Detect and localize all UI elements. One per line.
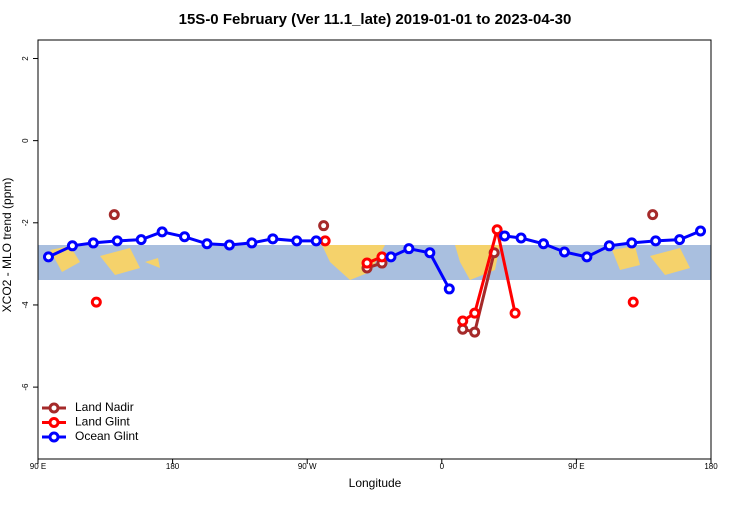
y-tick-label: -6 (21, 383, 30, 391)
point (310, 235, 322, 247)
point (291, 235, 303, 247)
point (469, 307, 481, 319)
legend-label: Land Nadir (75, 400, 134, 414)
x-axis-label: Longitude (349, 476, 402, 490)
point (515, 232, 527, 244)
point (499, 230, 511, 242)
point (647, 209, 659, 221)
point (179, 231, 191, 243)
point (376, 251, 388, 263)
point (223, 239, 235, 251)
point (674, 234, 686, 246)
chart-title: 15S-0 February (Ver 11.1_late) 2019-01-0… (179, 11, 572, 28)
point (509, 307, 521, 319)
point (537, 238, 549, 250)
point (443, 283, 455, 295)
y-tick-label: -2 (21, 219, 30, 227)
point (650, 235, 662, 247)
legend-marker (48, 431, 60, 443)
point (135, 234, 147, 246)
x-tick-label: 0 (440, 462, 445, 471)
point (469, 326, 481, 338)
x-tick-label: 180 (166, 462, 180, 471)
x-tick-label: 90 W (298, 462, 317, 471)
x-tick-label: 180 (704, 462, 718, 471)
point (111, 235, 123, 247)
point (626, 237, 638, 249)
point (318, 220, 330, 232)
point (66, 240, 78, 252)
point (156, 226, 168, 238)
point (403, 243, 415, 255)
point (424, 247, 436, 259)
point (246, 237, 258, 249)
legend-label: Ocean Glint (75, 429, 139, 443)
y-axis-label: XCO2 - MLO trend (ppm) (0, 178, 14, 313)
x-tick-label: 90 E (568, 462, 584, 471)
x-tick-label: 90 E (30, 462, 46, 471)
y-tick-label: 0 (21, 138, 30, 143)
point (385, 251, 397, 263)
y-tick-label: -4 (21, 301, 30, 309)
point (491, 224, 503, 236)
point (201, 238, 213, 250)
point (361, 257, 373, 269)
legend-label: Land Glint (75, 415, 130, 429)
plot-frame (37, 39, 712, 460)
point (42, 251, 54, 263)
legend-marker (48, 417, 60, 428)
point (627, 296, 639, 308)
point (457, 315, 469, 327)
point (87, 237, 99, 249)
point (108, 209, 120, 221)
point (558, 246, 570, 258)
y-tick-label: 2 (21, 56, 30, 61)
point (581, 251, 593, 263)
legend-marker (48, 402, 60, 414)
point (319, 235, 331, 247)
point (695, 225, 707, 237)
point (267, 233, 279, 245)
point (90, 296, 102, 308)
point (603, 240, 615, 252)
